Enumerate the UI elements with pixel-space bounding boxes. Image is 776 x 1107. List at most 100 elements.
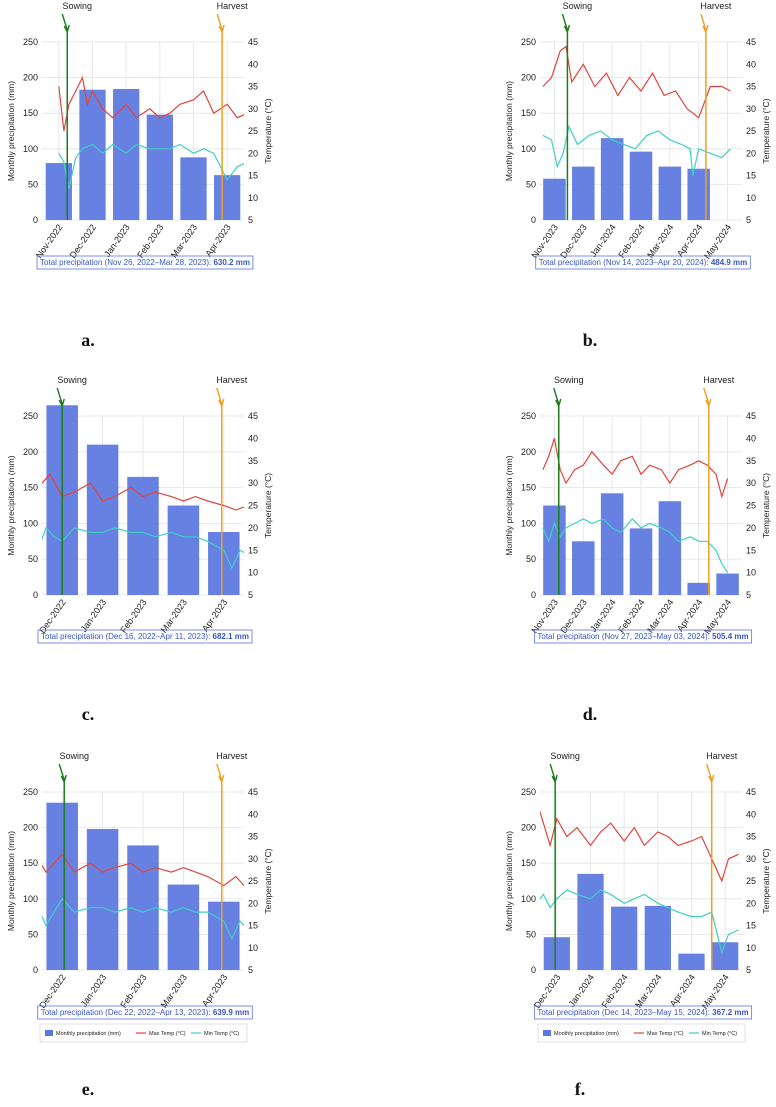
precipitation-bar xyxy=(611,906,638,970)
y-tick-label: 100 xyxy=(23,144,38,154)
y-tick-label: 0 xyxy=(33,215,38,225)
x-tick-label: Dec-2022 xyxy=(68,222,99,260)
precipitation-bar xyxy=(658,166,682,220)
y-axis-label: Monthly precipitation (mm) xyxy=(6,455,16,555)
harvest-marker-arrowhead xyxy=(218,774,225,784)
y-tick-label: 150 xyxy=(521,483,536,493)
y2-tick-label: 35 xyxy=(746,832,756,842)
precipitation-bar xyxy=(644,905,671,970)
y2-tick-label: 40 xyxy=(248,59,258,69)
harvest-marker-label: Harvest xyxy=(703,375,735,385)
precipitation-bar xyxy=(658,501,682,595)
y-tick-label: 50 xyxy=(526,929,536,939)
total-precipitation-value: 630.2 mm xyxy=(213,258,249,267)
y2-axis-label: Temperature (°C) xyxy=(761,98,771,163)
y2-tick-label: 10 xyxy=(746,943,756,953)
y2-tick-label: 40 xyxy=(248,809,258,819)
y2-tick-label: 5 xyxy=(746,215,751,225)
x-tick-label: Apr-2023 xyxy=(200,597,229,633)
total-box-border xyxy=(36,255,254,270)
x-tick-label: Jan-2023 xyxy=(79,972,109,1008)
chart-panel: 0 50 100 150 200 250 5 10 15 20 25 30 35 40 45 Monthly … xyxy=(6,751,273,1099)
x-tick-label: Mar-2024 xyxy=(645,222,675,259)
y2-tick-label: 25 xyxy=(248,501,258,511)
harvest-marker-arrow xyxy=(703,387,710,405)
precipitation-bar xyxy=(572,541,595,595)
total-precipitation: Total precipitation (Dec 14, 2023–May 15… xyxy=(537,1008,748,1017)
y-tick-label: 50 xyxy=(28,554,38,564)
total-precipitation-box: Total precipitation (Nov 14, 2023–Apr 20… xyxy=(535,255,751,270)
x-tick-label: Dec-2022 xyxy=(37,597,68,635)
legend: Monthly precipitation (mm) Max Temp (°C) M… xyxy=(537,1023,746,1043)
y-tick-label: 250 xyxy=(521,411,536,421)
x-tick-label: Jan-2024 xyxy=(588,597,618,633)
y2-tick-label: 35 xyxy=(248,832,258,842)
y2-tick-label: 10 xyxy=(248,943,258,953)
precipitation-bar xyxy=(678,953,705,970)
total-box-border xyxy=(533,1005,753,1020)
y-tick-label: 50 xyxy=(526,179,536,189)
precipitation-bar xyxy=(86,444,119,595)
y-tick-label: 0 xyxy=(33,965,38,975)
y2-tick-label: 25 xyxy=(248,876,258,886)
x-tick-label: Dec-2023 xyxy=(532,972,563,1010)
precipitation-bar xyxy=(687,582,710,595)
legend: Monthly precipitation (mm) Max Temp (°C) M… xyxy=(39,1023,248,1043)
legend-bar-swatch xyxy=(543,1030,551,1036)
chart-panel: 0 50 100 150 200 250 5 10 15 20 25 30 35 40 45 Monthly … xyxy=(504,751,771,1099)
y2-tick-label: 25 xyxy=(746,126,756,136)
harvest-marker-arrowhead xyxy=(218,398,225,408)
total-precipitation-value: 639.9 mm xyxy=(213,1008,249,1017)
legend-label-max-temp: Max Temp (°C) xyxy=(647,1031,684,1037)
precipitation-bar xyxy=(572,166,595,220)
x-tick-label: Apr-2024 xyxy=(675,222,704,258)
y-tick-label: 100 xyxy=(521,144,536,154)
total-precipitation-text: Total precipitation (Dec 22, 2022–Apr 13… xyxy=(41,1008,213,1017)
precipitation-bar xyxy=(113,88,140,220)
precipitation-bar xyxy=(600,138,624,220)
y2-tick-label: 30 xyxy=(248,854,258,864)
y-tick-label: 250 xyxy=(23,37,38,47)
y2-tick-label: 10 xyxy=(248,568,258,578)
y2-tick-label: 30 xyxy=(746,854,756,864)
y2-tick-label: 5 xyxy=(248,215,253,225)
total-box-border xyxy=(37,629,253,644)
precipitation-bar xyxy=(543,178,566,220)
total-precipitation: Total precipitation (Nov 26, 2022–Mar 28… xyxy=(40,258,250,267)
harvest-marker-label: Harvest xyxy=(700,1,732,11)
x-tick-label: Apr-2024 xyxy=(668,972,697,1008)
x-tick-label: Feb-2024 xyxy=(600,972,630,1009)
x-tick-label: Jan-2024 xyxy=(566,972,596,1008)
y2-tick-label: 15 xyxy=(248,545,258,555)
legend-bar-swatch xyxy=(45,1030,53,1036)
y2-axis-label: Temperature (°C) xyxy=(761,848,771,913)
y2-tick-label: 40 xyxy=(746,59,756,69)
sowing-marker-arrow xyxy=(549,763,556,781)
y-tick-label: 100 xyxy=(521,894,536,904)
y-tick-label: 150 xyxy=(23,858,38,868)
legend-label-min-temp: Min Temp (°C) xyxy=(702,1031,737,1037)
total-precipitation: Total precipitation (Dec 16, 2022–Apr 11… xyxy=(41,632,249,641)
y2-tick-label: 10 xyxy=(248,193,258,203)
y-tick-label: 200 xyxy=(23,823,38,833)
y-tick-label: 0 xyxy=(531,965,536,975)
total-precipitation-text: Total precipitation (Nov 14, 2023–Apr 20… xyxy=(539,258,711,267)
min-temp-line xyxy=(540,889,739,955)
y2-tick-label: 30 xyxy=(746,104,756,114)
y-tick-label: 150 xyxy=(521,108,536,118)
harvest-marker-arrow xyxy=(700,13,707,31)
y-axis-label: Monthly precipitation (mm) xyxy=(504,831,514,931)
total-precipitation-text: Total precipitation (Dec 16, 2022–Apr 11… xyxy=(41,632,213,641)
harvest-marker-label: Harvest xyxy=(216,375,248,385)
y2-tick-label: 25 xyxy=(248,126,258,136)
precipitation-bar xyxy=(629,151,653,220)
y2-tick-label: 40 xyxy=(248,433,258,443)
x-tick-label: Mar-2024 xyxy=(633,972,663,1009)
sowing-marker-label: Sowing xyxy=(59,751,89,761)
y2-tick-label: 30 xyxy=(746,478,756,488)
y2-tick-label: 20 xyxy=(746,523,756,533)
max-temp-line xyxy=(542,438,729,499)
chart-panel: 0 50 100 150 200 250 5 10 15 20 25 30 35 40 45 Monthly … xyxy=(6,1,273,350)
chart-panel: 0 50 100 150 200 250 5 10 15 20 25 30 35 40 45 Monthly … xyxy=(504,1,771,350)
